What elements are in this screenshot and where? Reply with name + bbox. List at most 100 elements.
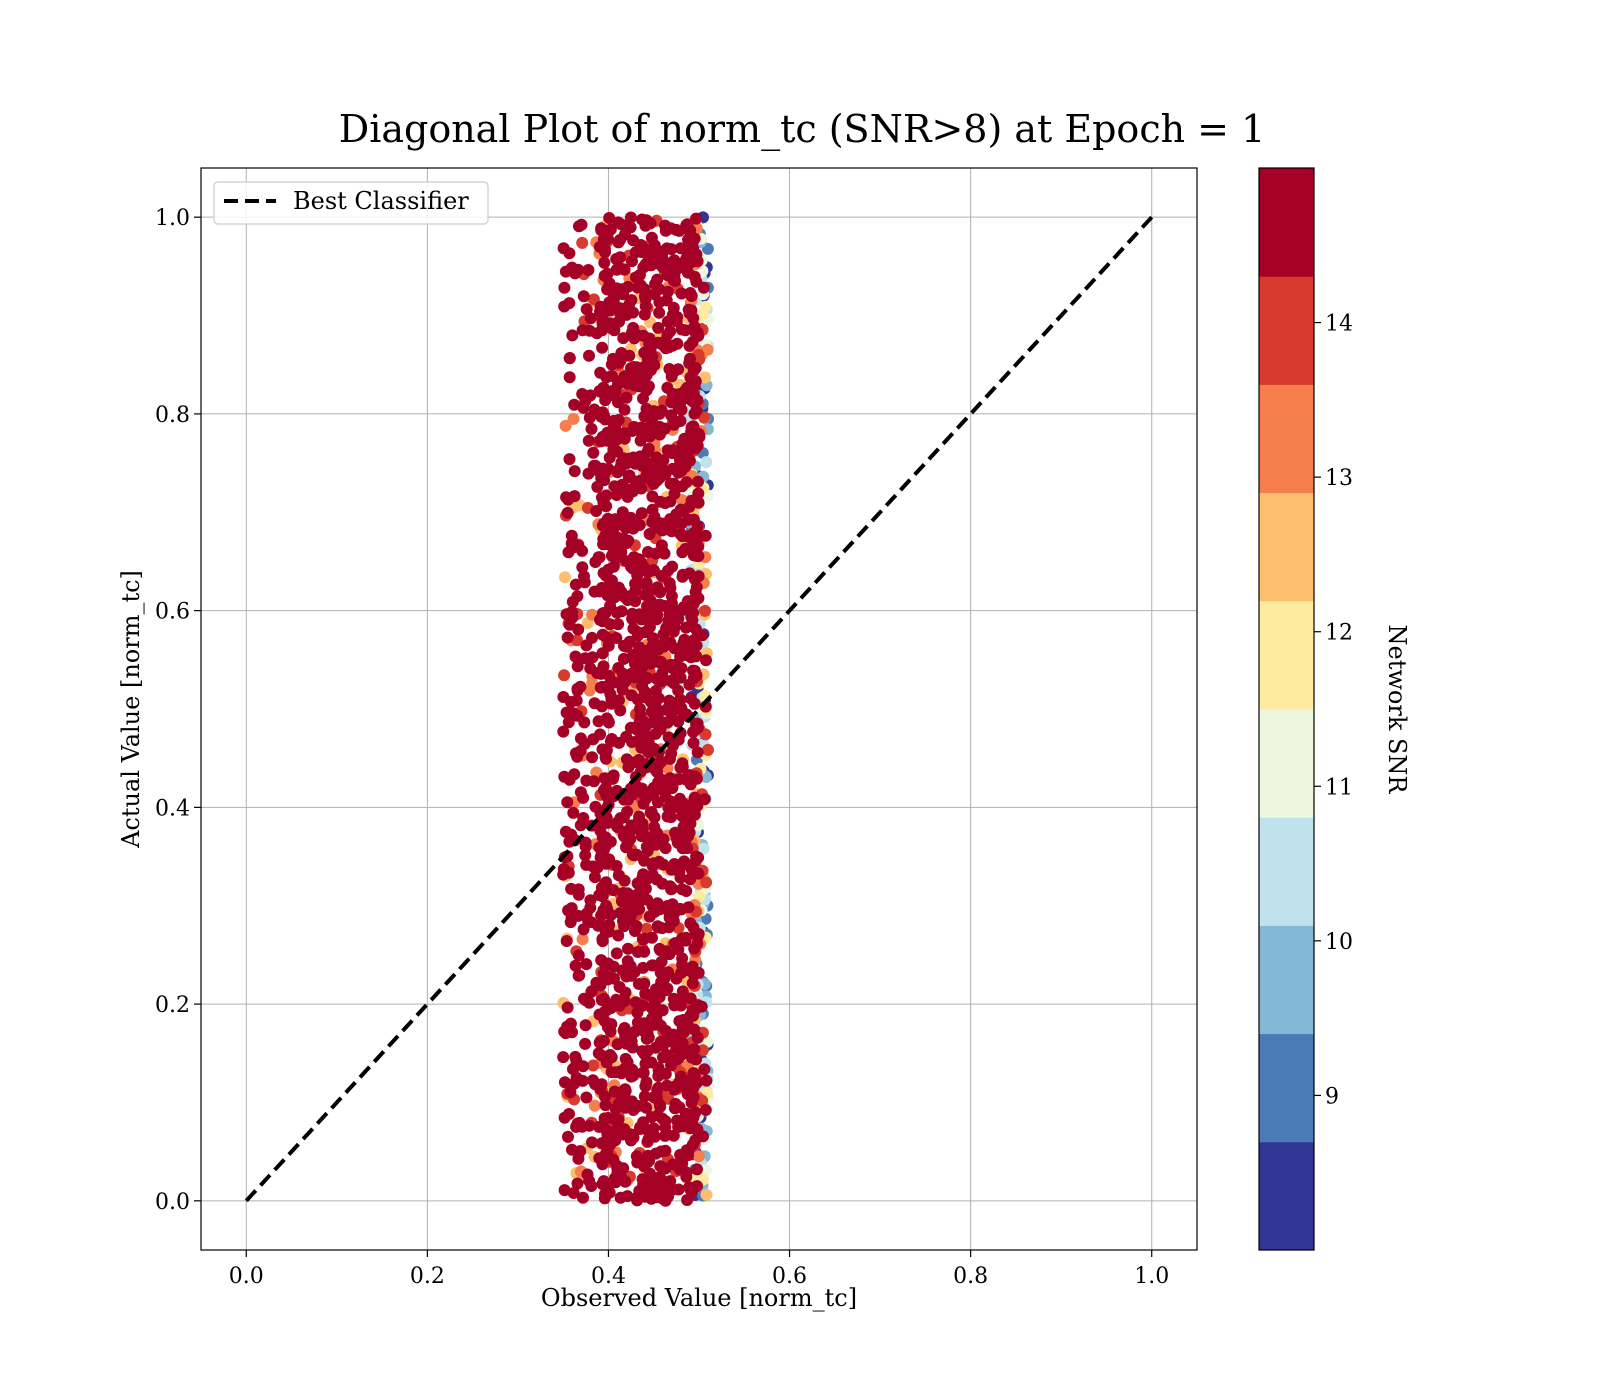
scatter-point-1682 [645,696,657,708]
scatter-point-1833 [599,1112,611,1124]
scatter-point-1803 [697,1130,709,1142]
scatter-point-1662 [565,883,577,895]
scatter-point-1911 [651,1084,663,1096]
scatter-point-2043 [642,566,654,578]
scatter-point-2159 [660,1195,672,1207]
scatter-point-2083 [685,992,697,1004]
scatter-point-1957 [636,652,648,664]
scatter-point-2115 [640,214,652,226]
scatter-point-2037 [600,876,612,888]
scatter-point-2075 [623,590,635,602]
scatter-point-1255 [597,319,609,331]
scatter-point-1599 [576,561,588,573]
scatter-point-2015 [598,474,610,486]
scatter-point-2111 [615,1067,627,1079]
scatter-point-2192 [689,809,701,821]
scatter-point-2174 [684,455,696,467]
scatter-point-1775 [614,704,626,716]
scatter-point-1936 [677,857,689,869]
scatter-point-1592 [693,928,705,940]
scatter-point-2188 [665,907,677,919]
scatter-point-2136 [600,960,612,972]
scatter-point-1359 [598,1175,610,1187]
scatter-point-1877 [639,988,651,1000]
scatter-point-1267 [566,1144,578,1156]
scatter-point-1036 [559,1112,571,1124]
scatter-point-2001 [564,453,576,465]
scatter-point-1874 [570,747,582,759]
scatter-point-1837 [676,518,688,530]
scatter-point-1730 [583,468,595,480]
scatter-point-1610 [685,651,697,663]
scatter-point-1917 [700,1104,712,1116]
scatter-point-2146 [578,923,590,935]
scatter-point-1764 [612,1038,624,1050]
scatter-point-2149 [665,396,677,408]
scatter-point-1999 [598,844,610,856]
scatter-point-2166 [687,1120,699,1132]
scatter-point-1526 [567,707,579,719]
scatter-point-2072 [657,454,669,466]
scatter-point-1461 [575,732,587,744]
scatter-point-1988 [579,576,591,588]
scatter-point-1972 [562,904,574,916]
scatter-point-2127 [582,1169,594,1181]
scatter-point-2082 [575,819,587,831]
scatter-point-2117 [594,1037,606,1049]
colorbar-band-0 [1259,1142,1314,1251]
scatter-point-1646 [639,290,651,302]
scatter-point-2116 [612,618,624,630]
scatter-point-2003 [618,653,630,665]
scatter-point-2186 [648,743,660,755]
colorbar-band-8 [1259,276,1314,385]
y-tick-label-5: 1.0 [155,206,190,231]
scatter-point-1841 [625,1031,637,1043]
colorbar-ticks: 91011121314 [1314,312,1353,1110]
scatter-point-2183 [586,423,598,435]
scatter-point-1493 [650,548,662,560]
scatter-point-1796 [646,806,658,818]
scatter-point-451 [568,413,580,425]
scatter-point-2178 [594,585,606,597]
scatter-point-1520 [583,350,595,362]
scatter-point-940 [685,693,697,705]
colorbar-band-5 [1259,601,1314,710]
scatter-point-2090 [663,341,675,353]
scatter-point-2191 [638,1156,650,1168]
scatter-point-1446 [600,489,612,501]
y-axis-ticks: 0.00.20.40.60.81.0 [155,206,201,1215]
scatter-point-2124 [610,1103,622,1115]
scatter-point-1962 [665,811,677,823]
scatter-point-1888 [633,553,645,565]
scatter-point-1816 [627,623,639,635]
scatter-point-2197 [613,694,625,706]
scatter-point-1740 [677,505,689,517]
scatter-point-1896 [642,1135,654,1147]
colorbar-band-9 [1259,168,1314,277]
scatter-point-1906 [698,282,710,294]
scatter-point-1698 [690,586,702,598]
scatter-point-1564 [662,286,674,298]
scatter-point-1470 [584,325,596,337]
scatter-point-2101 [635,483,647,495]
scatter-point-2154 [688,1043,700,1055]
scatter-point-2152 [676,480,688,492]
scatter-point-1956 [630,271,642,283]
scatter-point-2103 [637,1116,649,1128]
scatter-point-1772 [654,1160,666,1172]
scatter-point-1989 [670,265,682,277]
colorbar-tick-label-3: 12 [1325,621,1353,646]
scatter-point-1937 [676,324,688,336]
scatter-point-2194 [620,522,632,534]
scatter-point-583 [699,605,711,617]
scatter-point-2181 [577,402,589,414]
scatter-point-1987 [557,726,569,738]
scatter-point-1905 [621,806,633,818]
scatter-point-1401 [689,527,701,539]
scatter-point-1533 [620,1085,632,1097]
scatter-point-2013 [597,463,609,475]
scatter-point-1286 [664,582,676,594]
scatter-point-2080 [680,1171,692,1183]
scatter-point-1217 [562,632,574,644]
